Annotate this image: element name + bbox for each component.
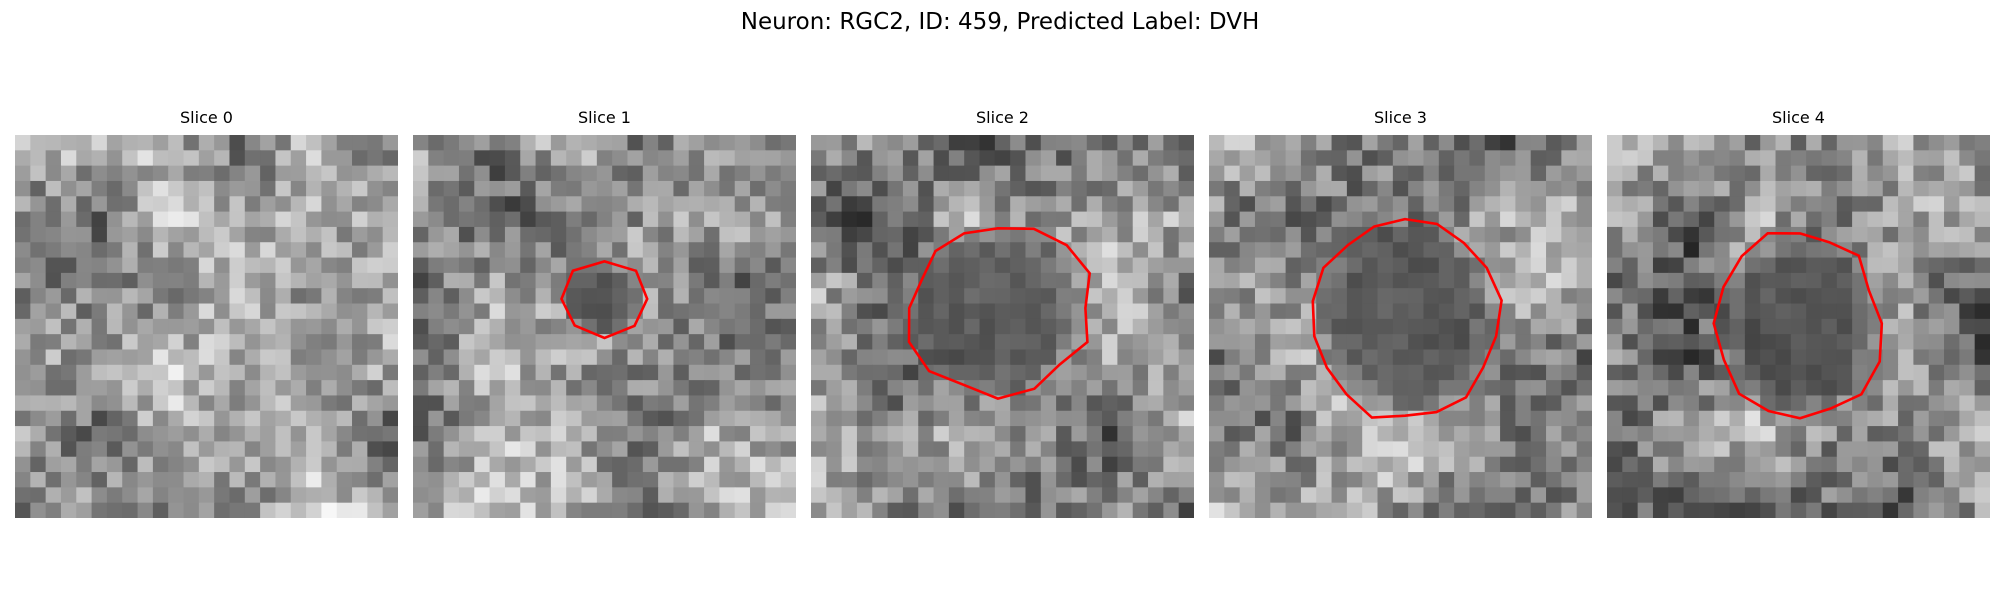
segmentation-contour [1712, 231, 1884, 420]
panel-title-slice-3: Slice 3 [1374, 108, 1427, 127]
segmentation-contour [907, 226, 1092, 400]
segmentation-contour [560, 260, 649, 340]
slice-3-image [1209, 135, 1592, 518]
figure-title: Neuron: RGC2, ID: 459, Predicted Label: … [740, 9, 1260, 35]
slice-4-image [1607, 135, 1990, 518]
slice-2-image [811, 135, 1194, 518]
slice-1-image [413, 135, 796, 518]
panel-title-slice-4: Slice 4 [1772, 108, 1825, 127]
slice-0-image [15, 135, 398, 518]
panel-title-slice-1: Slice 1 [578, 108, 631, 127]
panel-title-slice-0: Slice 0 [180, 108, 233, 127]
panel-title-slice-2: Slice 2 [976, 108, 1029, 127]
segmentation-contour [1311, 217, 1503, 419]
